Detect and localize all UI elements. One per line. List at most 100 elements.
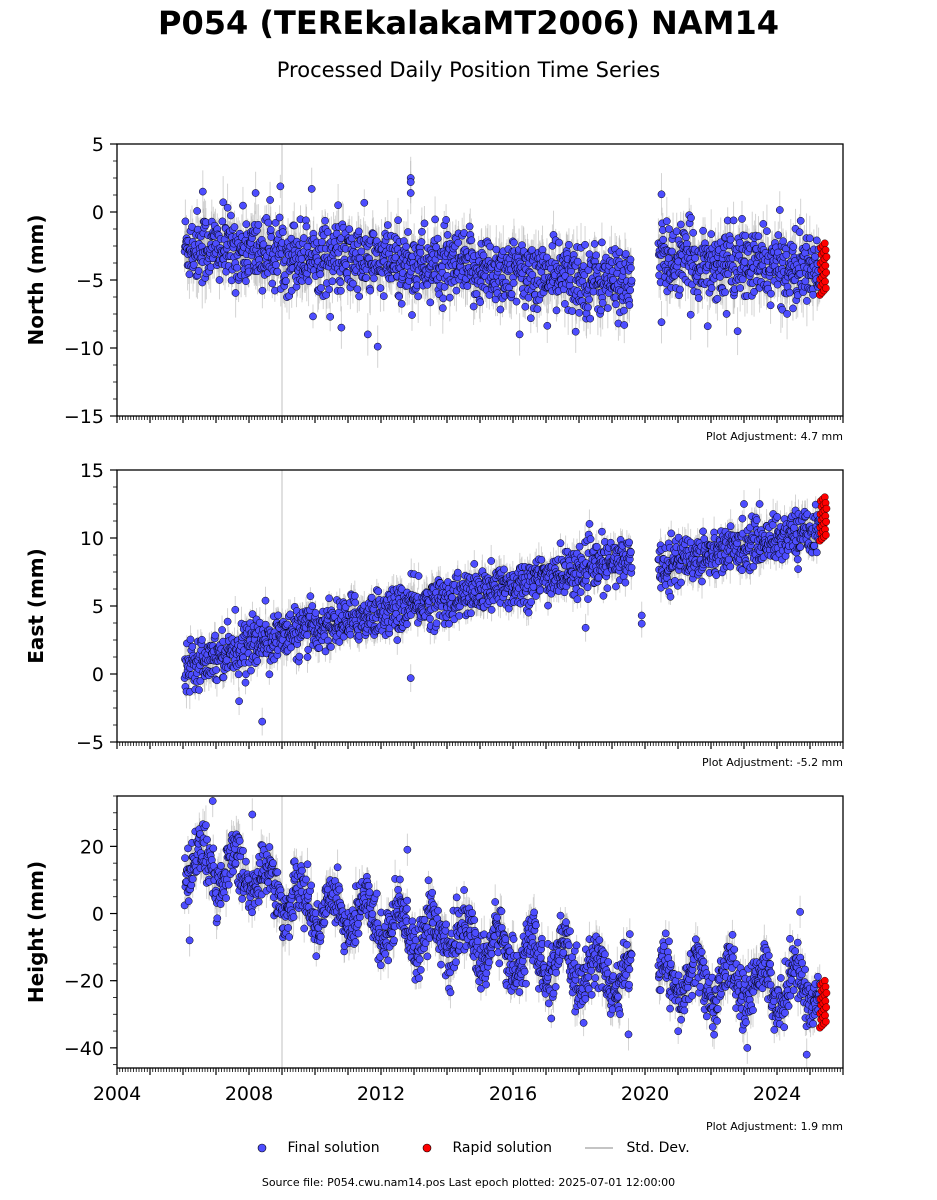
final-point	[538, 245, 547, 254]
final-point	[741, 231, 750, 240]
final-point	[620, 321, 629, 329]
final-point	[391, 253, 400, 262]
final-point	[672, 227, 681, 236]
final-point	[420, 219, 429, 228]
final-point	[297, 255, 306, 263]
final-point	[625, 301, 634, 309]
final-point	[492, 245, 501, 254]
final-point	[426, 298, 435, 307]
final-point	[585, 295, 593, 304]
final-point	[733, 327, 742, 336]
final-point	[676, 285, 684, 294]
final-point	[612, 300, 620, 309]
final-point	[218, 217, 227, 226]
final-point	[264, 218, 273, 227]
final-point	[738, 275, 747, 284]
final-point	[316, 270, 325, 279]
final-point	[811, 252, 819, 261]
final-point	[230, 223, 239, 231]
final-point	[366, 286, 375, 295]
final-point	[694, 294, 703, 302]
chart-title: P054 (TEREkalakaMT2006) NAM14	[158, 4, 779, 42]
final-point	[431, 215, 439, 224]
final-point	[445, 293, 454, 302]
final-point	[432, 243, 441, 252]
final-point	[345, 225, 354, 233]
final-point	[325, 285, 333, 294]
y-tick-label: −15	[64, 406, 104, 428]
y-axis: −15 −10 −5 0 5	[64, 134, 117, 428]
final-point	[703, 322, 712, 331]
rapid-point	[822, 284, 830, 293]
final-point	[707, 230, 716, 238]
rapid-point	[821, 239, 829, 248]
final-point	[657, 318, 666, 327]
final-point	[223, 203, 232, 212]
final-point	[552, 306, 561, 315]
final-point	[406, 178, 415, 186]
final-point	[713, 294, 722, 303]
plot-area	[180, 470, 831, 742]
final-point	[397, 299, 406, 308]
final-point	[686, 310, 695, 319]
final-point	[812, 236, 821, 245]
final-point	[239, 201, 247, 210]
plot-area	[180, 144, 831, 416]
final-point	[304, 277, 313, 286]
final-point	[233, 263, 241, 272]
final-point	[809, 290, 817, 299]
final-point	[796, 216, 805, 225]
final-point	[402, 242, 410, 251]
final-point	[620, 306, 628, 315]
final-point	[774, 231, 783, 239]
final-point	[626, 255, 635, 264]
final-point	[299, 234, 308, 242]
final-point	[699, 226, 707, 235]
final-point	[782, 251, 791, 259]
final-point	[370, 274, 378, 283]
final-point	[676, 220, 685, 229]
final-point	[417, 238, 426, 246]
final-point	[722, 310, 731, 318]
final-point	[443, 231, 452, 239]
final-point	[773, 280, 782, 289]
final-point	[598, 299, 607, 307]
final-point	[598, 238, 606, 247]
final-point	[785, 288, 794, 297]
final-point	[395, 292, 404, 301]
final-point	[360, 198, 369, 207]
final-point	[433, 234, 442, 243]
final-point	[759, 220, 768, 228]
final-point	[258, 286, 267, 295]
final-point	[510, 238, 518, 247]
final-point	[662, 217, 671, 226]
final-point	[476, 298, 485, 307]
final-point	[219, 198, 228, 207]
final-point	[472, 290, 481, 298]
final-point	[803, 297, 811, 305]
final-point	[408, 311, 416, 319]
final-point	[486, 242, 494, 251]
y-tick-label: 0	[92, 202, 104, 224]
final-point	[627, 276, 636, 285]
final-point	[766, 301, 775, 310]
final-point	[659, 235, 668, 244]
final-point	[509, 279, 518, 287]
final-point	[276, 182, 285, 191]
final-point	[273, 267, 282, 276]
final-point	[267, 233, 276, 241]
final-point	[251, 189, 260, 197]
final-point	[779, 237, 787, 246]
final-point	[724, 270, 732, 278]
final-point	[740, 258, 749, 266]
final-point	[469, 302, 478, 311]
final-point	[440, 283, 449, 291]
rapid-point	[821, 261, 830, 270]
final-point	[254, 220, 263, 229]
final-point	[353, 285, 362, 294]
final-point	[524, 293, 533, 302]
final-point	[342, 261, 350, 269]
final-point	[568, 307, 577, 315]
final-point	[775, 206, 784, 214]
